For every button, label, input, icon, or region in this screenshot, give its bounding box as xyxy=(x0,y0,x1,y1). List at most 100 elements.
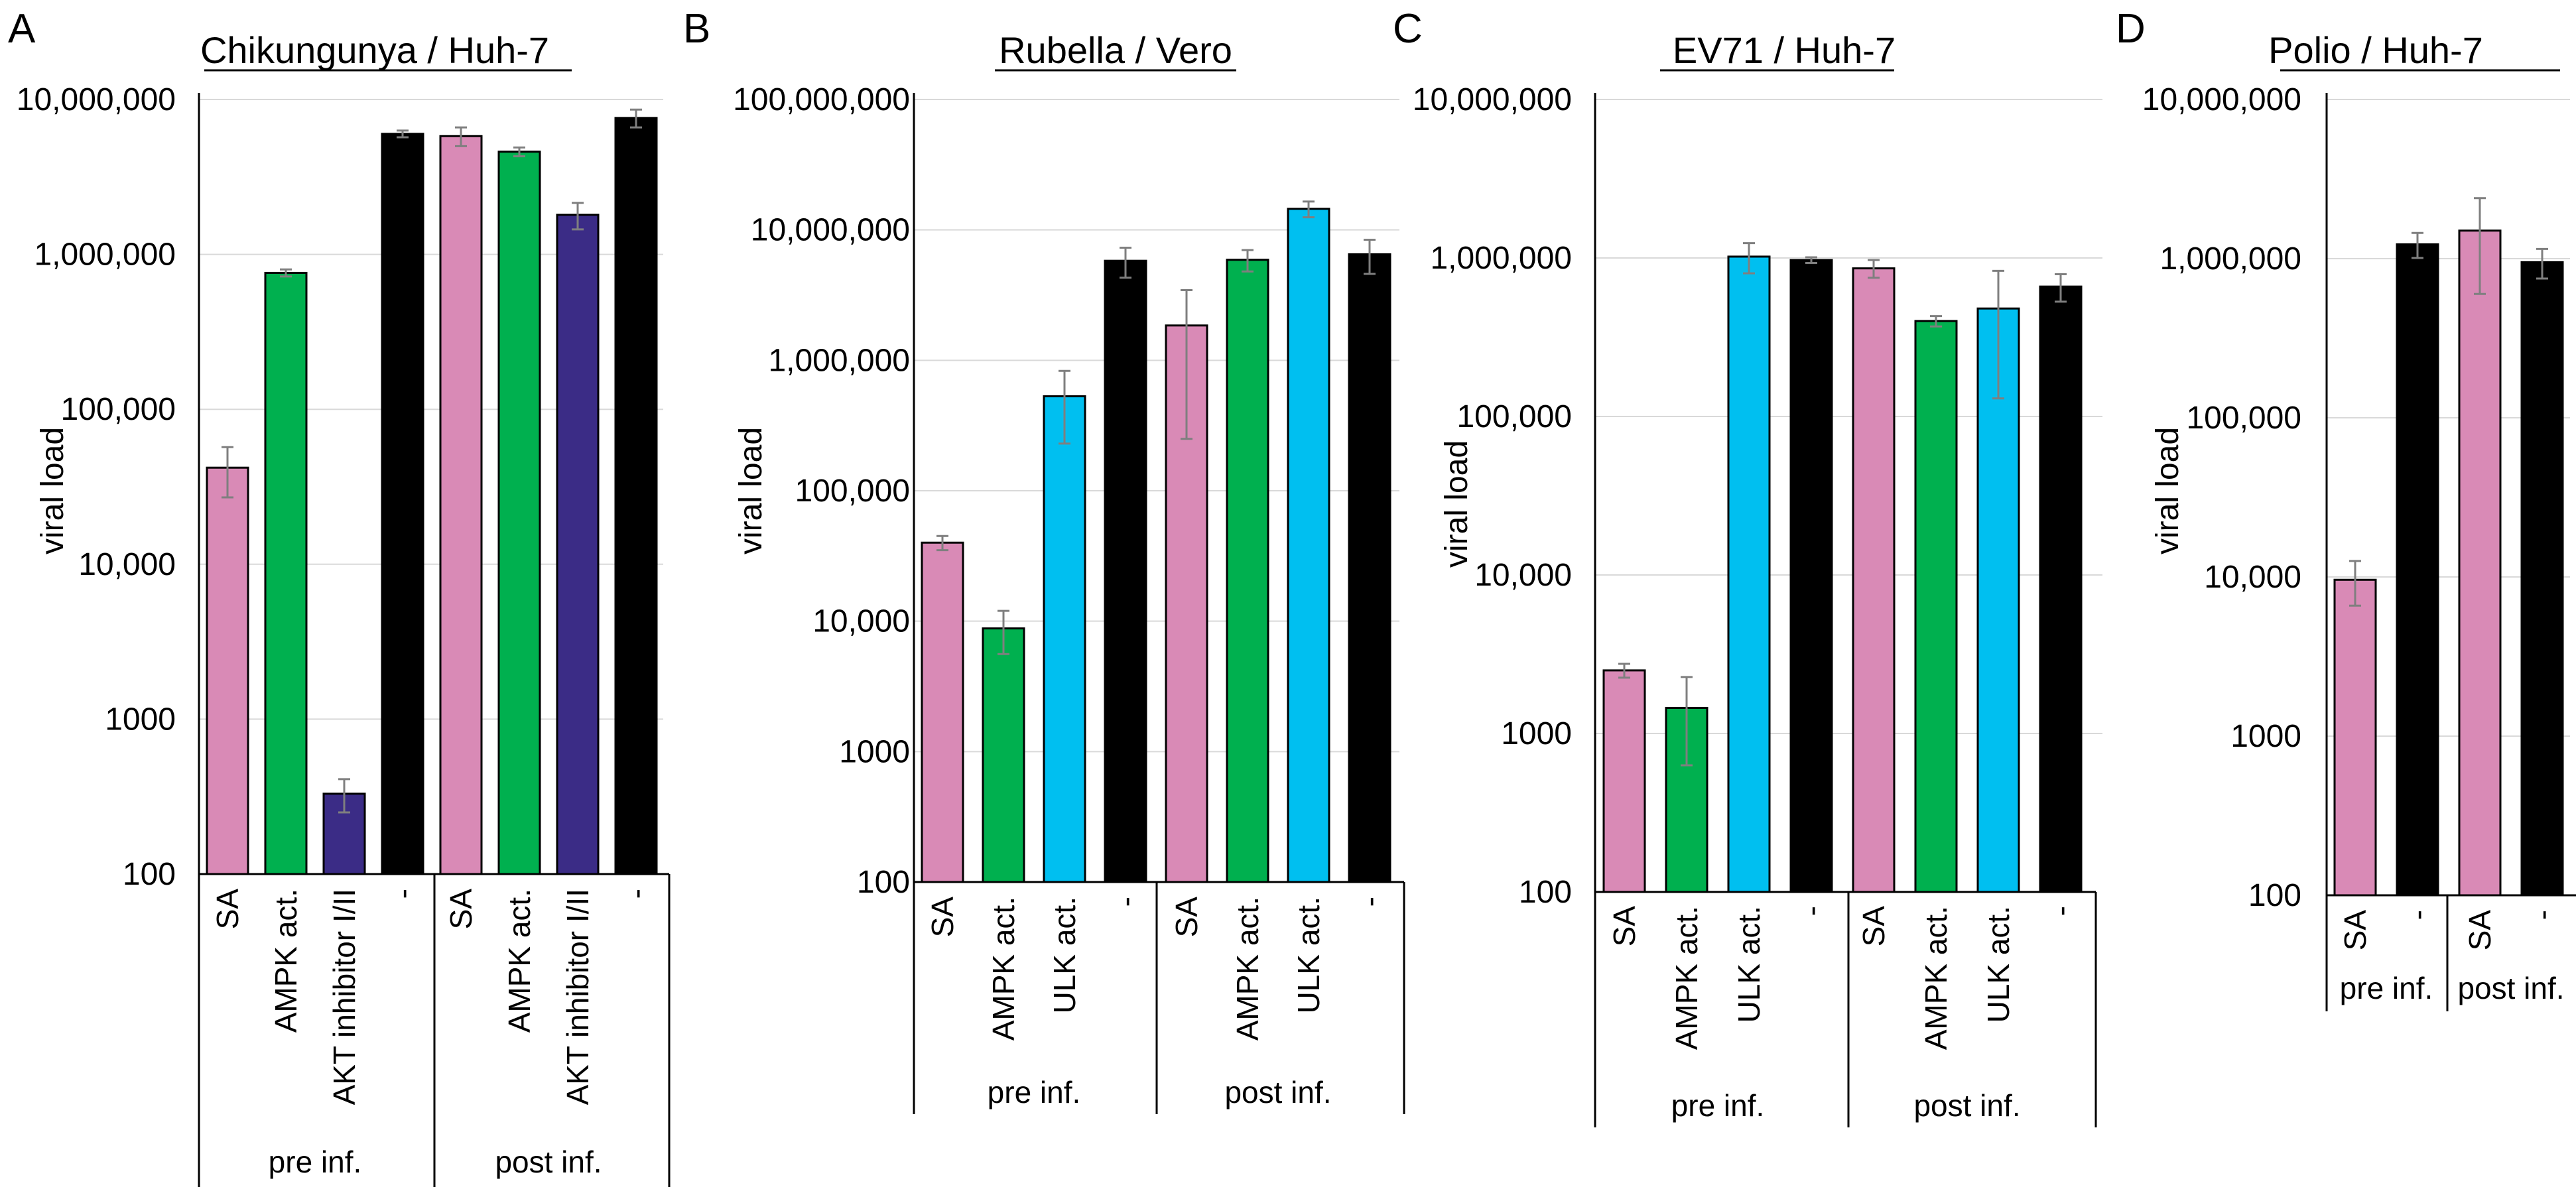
category-label: SA xyxy=(2463,910,2497,951)
category-label: - xyxy=(2400,910,2435,920)
panel-c: C EV71 / Huh-7 100 1000 10,000 100,000 1,000,0… xyxy=(1393,6,2102,1127)
group-label: post inf. xyxy=(1913,1088,2020,1123)
bar xyxy=(1852,267,1896,893)
category-label: - xyxy=(1108,897,1143,907)
y-tick-label: 100,000 xyxy=(1456,399,1572,434)
y-tick-label: 1,000,000 xyxy=(34,237,176,273)
bar xyxy=(1789,259,1833,893)
category-label: AMPK act. xyxy=(269,889,303,1033)
category-label: SA xyxy=(210,889,245,930)
category-label: - xyxy=(2525,910,2559,920)
bar xyxy=(1043,395,1086,883)
bar xyxy=(381,133,424,875)
bar xyxy=(2039,285,2083,893)
y-tick-label: 1,000,000 xyxy=(2159,241,2301,277)
category-label: ULK act. xyxy=(1291,897,1326,1013)
category-label: AMPK act. xyxy=(986,897,1021,1041)
bar xyxy=(264,271,308,875)
bar xyxy=(2396,243,2439,897)
category-label: AMPK act. xyxy=(1669,906,1704,1050)
bar xyxy=(1287,208,1330,883)
bar xyxy=(1104,259,1147,883)
category-label: AKT inhibitor I/II xyxy=(560,889,595,1105)
panel-a: A Chikungunya / Huh-7 100 1000 10,000 100,000… xyxy=(8,6,671,1187)
panel-letter: B xyxy=(683,6,710,52)
y-axis-label: viral load xyxy=(2150,427,2185,554)
y-tick-label: 100 xyxy=(2248,878,2301,913)
y-tick-label: 1000 xyxy=(839,734,910,769)
group-label: post inf. xyxy=(495,1145,602,1179)
chart-title: EV71 / Huh-7 xyxy=(1673,29,1896,71)
category-label: - xyxy=(385,889,420,899)
bar xyxy=(206,466,249,875)
y-tick-label: 10,000 xyxy=(78,547,176,582)
category-label: - xyxy=(2043,906,2078,916)
y-tick-label: 10,000 xyxy=(2204,560,2301,595)
group-label: pre inf. xyxy=(1671,1088,1765,1123)
category-label: SA xyxy=(1169,897,1204,938)
panel-b: B Rubella / Vero 100 1000 10,000 100,000 1,000… xyxy=(683,6,1405,1114)
category-label: SA xyxy=(1856,906,1891,947)
bar xyxy=(439,135,483,875)
y-tick-label: 100,000 xyxy=(60,392,176,427)
y-tick-label: 100 xyxy=(123,857,176,892)
bar xyxy=(1348,253,1391,883)
category-label: - xyxy=(619,889,653,899)
category-label: - xyxy=(1794,906,1829,916)
bar xyxy=(1976,307,2020,893)
bar xyxy=(497,151,541,875)
y-axis-label: viral load xyxy=(35,427,70,554)
y-tick-label: 100,000,000 xyxy=(733,82,910,117)
y-tick-label: 10,000,000 xyxy=(17,82,176,117)
category-label: SA xyxy=(444,889,478,930)
y-axis-label: viral load xyxy=(734,427,769,554)
group-label: pre inf. xyxy=(2340,971,2433,1005)
category-label: ULK act. xyxy=(1047,897,1082,1013)
bar xyxy=(2520,261,2564,897)
bar xyxy=(1602,669,1646,893)
y-tick-label: 1000 xyxy=(2230,719,2301,754)
bar xyxy=(921,541,964,883)
category-label: AMPK act. xyxy=(502,889,537,1033)
group-label: post inf. xyxy=(1224,1075,1331,1109)
bar xyxy=(614,117,658,875)
y-tick-label: 1,000,000 xyxy=(768,343,910,378)
group-label: pre inf. xyxy=(269,1145,362,1179)
y-tick-label: 100,000 xyxy=(795,474,910,509)
y-tick-label: 100 xyxy=(1519,875,1572,910)
bar xyxy=(1226,259,1269,883)
bar xyxy=(2458,229,2502,897)
panel-letter: D xyxy=(2116,6,2146,52)
bar xyxy=(2333,578,2377,897)
y-tick-label: 10,000 xyxy=(812,604,910,639)
chart-title: Polio / Huh-7 xyxy=(2268,29,2483,71)
category-label: - xyxy=(1352,897,1387,907)
y-tick-label: 10,000,000 xyxy=(751,213,910,248)
bar xyxy=(1914,320,1958,893)
y-tick-label: 10,000 xyxy=(1474,558,1572,593)
category-label: ULK act. xyxy=(1732,906,1766,1023)
y-tick-label: 100,000 xyxy=(2186,401,2301,436)
bar xyxy=(556,214,600,875)
category-label: AKT inhibitor I/II xyxy=(327,889,361,1105)
category-label: SA xyxy=(925,897,960,938)
chart-title: Rubella / Vero xyxy=(999,29,1232,71)
bar xyxy=(1727,255,1771,893)
group-label: pre inf. xyxy=(988,1075,1081,1109)
y-tick-label: 1000 xyxy=(1501,716,1572,751)
bar xyxy=(982,627,1025,883)
group-label: post inf. xyxy=(2457,971,2564,1005)
chart-title: Chikungunya / Huh-7 xyxy=(200,29,549,71)
y-tick-label: 10,000,000 xyxy=(1413,82,1572,117)
category-label: SA xyxy=(1607,906,1642,947)
panel-letter: C xyxy=(1393,6,1423,52)
category-label: SA xyxy=(2338,910,2372,951)
panel-d: D Polio / Huh-7 100 1000 10,000 100,000 1,000,… xyxy=(2116,6,2576,1011)
category-label: ULK act. xyxy=(1981,906,2016,1023)
y-tick-label: 100 xyxy=(857,865,910,900)
y-tick-label: 1000 xyxy=(105,702,176,737)
category-label: AMPK act. xyxy=(1230,897,1265,1041)
y-tick-label: 1,000,000 xyxy=(1430,241,1572,276)
panel-letter: A xyxy=(8,6,36,52)
